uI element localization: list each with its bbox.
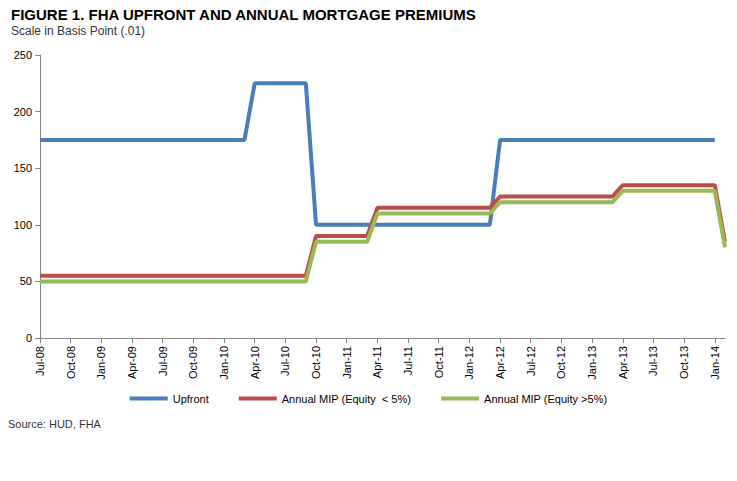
- svg-text:100: 100: [14, 219, 32, 231]
- svg-text:50: 50: [20, 275, 32, 287]
- svg-text:Oct-09: Oct-09: [187, 346, 199, 379]
- svg-text:Jan-14: Jan-14: [709, 346, 721, 380]
- svg-text:Oct-12: Oct-12: [555, 346, 567, 379]
- svg-text:Annual MIP (Equity >5%): Annual MIP (Equity >5%): [484, 393, 607, 405]
- svg-text:Scale in Basis Point (.01): Scale in Basis Point (.01): [11, 24, 145, 38]
- svg-text:0: 0: [26, 332, 32, 344]
- svg-text:Jan-10: Jan-10: [218, 346, 230, 380]
- svg-text:Jan-12: Jan-12: [463, 346, 475, 380]
- svg-text:Jan-13: Jan-13: [586, 346, 598, 380]
- svg-text:Jul-10: Jul-10: [279, 346, 291, 376]
- svg-text:Jul-08: Jul-08: [34, 346, 46, 376]
- svg-text:Jan-09: Jan-09: [95, 346, 107, 380]
- svg-text:Jul-11: Jul-11: [402, 346, 414, 375]
- svg-text:Apr-10: Apr-10: [249, 346, 261, 379]
- svg-text:Jan-11: Jan-11: [341, 346, 353, 379]
- svg-text:150: 150: [14, 162, 32, 174]
- svg-text:Apr-11: Apr-11: [371, 346, 383, 378]
- svg-text:Jul-12: Jul-12: [525, 346, 537, 376]
- svg-text:200: 200: [14, 106, 32, 118]
- svg-text:Oct-10: Oct-10: [310, 346, 322, 379]
- svg-text:Jul-09: Jul-09: [157, 346, 169, 376]
- svg-text:Source: HUD, FHA: Source: HUD, FHA: [8, 418, 102, 430]
- svg-text:Upfront: Upfront: [173, 393, 209, 405]
- svg-text:250: 250: [14, 49, 32, 61]
- svg-text:Oct-13: Oct-13: [678, 346, 690, 379]
- svg-text:Annual MIP (Equity < 5%): Annual MIP (Equity < 5%): [282, 393, 411, 405]
- svg-text:Apr-13: Apr-13: [617, 346, 629, 379]
- svg-text:Apr-12: Apr-12: [494, 346, 506, 379]
- svg-text:Jul-13: Jul-13: [647, 346, 659, 376]
- svg-text:Oct-11: Oct-11: [433, 346, 445, 378]
- svg-text:Oct-08: Oct-08: [65, 346, 77, 379]
- svg-text:FIGURE 1. FHA UPFRONT AND ANNU: FIGURE 1. FHA UPFRONT AND ANNUAL MORTGAG…: [11, 6, 476, 23]
- svg-text:Apr-09: Apr-09: [126, 346, 138, 379]
